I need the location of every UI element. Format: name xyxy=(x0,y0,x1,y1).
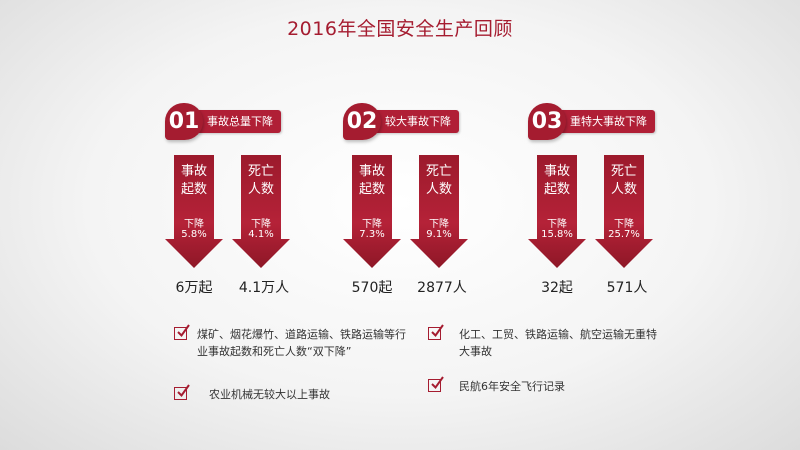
arrow-down-label: 下降 xyxy=(184,219,204,230)
section-01: 01 事故总量下降 事故 起数 下降 5.8% 死亡 人数 下降 4.1% 6万… xyxy=(165,103,375,303)
checkbox-check-icon xyxy=(174,384,190,400)
section-03: 03 重特大事故下降 事故 起数 下降 15.8% 死亡 人数 下降 25.7%… xyxy=(528,103,738,303)
arrow-title-line1: 事故 xyxy=(180,164,207,179)
down-arrow-accidents: 事故 起数 下降 15.8% xyxy=(528,155,586,268)
section-badge: 01 事故总量下降 xyxy=(165,103,281,140)
section-label: 事故总量下降 xyxy=(195,110,281,133)
checklist-item: 民航6年安全飞行记录 xyxy=(428,376,658,395)
checkbox-check-icon xyxy=(428,324,444,340)
section-number: 03 xyxy=(528,103,566,140)
section-number: 01 xyxy=(165,103,203,140)
checklist-text: 煤矿、烟花爆竹、道路运输、铁路运输等行业事故起数和死亡人数“双下降” xyxy=(197,328,406,358)
checklist-item: 煤矿、烟花爆竹、道路运输、铁路运输等行业事故起数和死亡人数“双下降” xyxy=(174,324,409,360)
arrow-percent: 7.3% xyxy=(359,229,385,240)
accident-count: 6万起 xyxy=(175,280,213,296)
arrow-title-line1: 事故 xyxy=(358,164,385,179)
arrow-percent: 25.7% xyxy=(608,229,640,240)
arrow-title-line2: 人数 xyxy=(247,182,274,197)
arrow-title-line2: 人数 xyxy=(610,182,637,197)
arrow-percent: 4.1% xyxy=(248,229,274,240)
arrow-down-label: 下降 xyxy=(614,219,634,230)
accident-count: 570起 xyxy=(351,280,393,296)
checklist-text: 民航6年安全飞行记录 xyxy=(459,380,565,393)
down-arrow-accidents: 事故 起数 下降 5.8% xyxy=(165,155,223,268)
section-badge: 02 较大事故下降 xyxy=(343,103,459,140)
checkbox-check-icon xyxy=(428,376,444,392)
page-title: 2016年全国安全生产回顾 xyxy=(287,18,513,40)
section-number: 02 xyxy=(343,103,381,140)
death-count: 571人 xyxy=(606,280,648,296)
accident-count: 32起 xyxy=(541,280,573,296)
arrow-title-line1: 死亡 xyxy=(425,164,452,179)
down-arrow-deaths: 死亡 人数 下降 9.1% xyxy=(410,155,468,268)
arrow-title-line2: 起数 xyxy=(358,182,385,197)
down-arrow-deaths: 死亡 人数 下降 4.1% xyxy=(232,155,290,268)
section-label: 重特大事故下降 xyxy=(558,110,655,133)
arrow-title-line1: 死亡 xyxy=(610,164,637,179)
arrow-percent: 9.1% xyxy=(426,229,452,240)
arrow-title-line2: 起数 xyxy=(543,182,570,197)
down-arrow-accidents: 事故 起数 下降 7.3% xyxy=(343,155,401,268)
arrow-down-label: 下降 xyxy=(429,219,449,230)
arrow-title-line1: 事故 xyxy=(543,164,570,179)
arrow-title-line1: 死亡 xyxy=(247,164,274,179)
arrow-title-line2: 起数 xyxy=(180,182,207,197)
death-count: 4.1万人 xyxy=(238,280,290,296)
down-arrow-deaths: 死亡 人数 下降 25.7% xyxy=(595,155,653,268)
section-02: 02 较大事故下降 事故 起数 下降 7.3% 死亡 人数 下降 9.1% 57… xyxy=(343,103,553,303)
section-badge: 03 重特大事故下降 xyxy=(528,103,655,140)
checklist-text: 农业机械无较大以上事故 xyxy=(209,388,330,401)
arrow-down-label: 下降 xyxy=(362,219,382,230)
arrow-percent: 5.8% xyxy=(181,229,207,240)
checklist-item: 农业机械无较大以上事故 xyxy=(174,384,409,403)
death-count: 2877人 xyxy=(417,280,467,296)
arrow-title-line2: 人数 xyxy=(425,182,452,197)
arrow-percent: 15.8% xyxy=(541,229,573,240)
checklist-item: 化工、工贸、铁路运输、航空运输无重特大事故 xyxy=(428,324,658,360)
checkbox-check-icon xyxy=(174,324,190,340)
arrow-down-label: 下降 xyxy=(251,219,271,230)
section-label: 较大事故下降 xyxy=(373,110,459,133)
arrow-down-label: 下降 xyxy=(547,219,567,230)
checklist-text: 化工、工贸、铁路运输、航空运输无重特大事故 xyxy=(459,328,657,358)
